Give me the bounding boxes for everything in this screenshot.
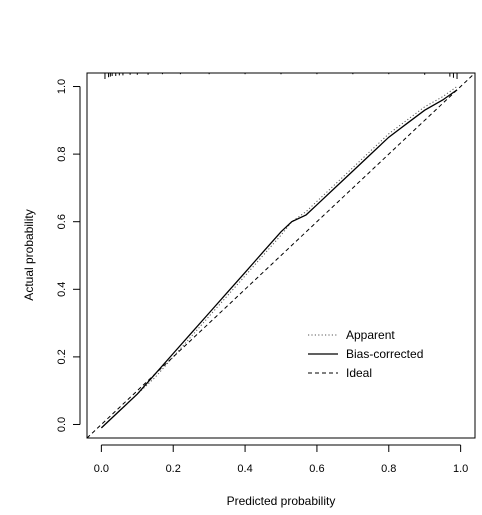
x-tick-label: 0.0 — [94, 463, 109, 475]
series-line-ideal — [86, 72, 476, 439]
series-line-bias-corrected — [100, 89, 458, 429]
y-tick-label: 0.4 — [56, 282, 68, 297]
y-tick-label: 0.2 — [56, 349, 68, 364]
y-tick-label: 0.0 — [56, 417, 68, 432]
series-lines — [86, 72, 476, 439]
x-axis-label: Predicted probability — [227, 494, 336, 508]
legend-label: Bias-corrected — [346, 347, 423, 361]
y-axis: 0.0 0.2 0.4 0.6 0.8 1.0 — [56, 79, 81, 432]
legend-label: Ideal — [346, 366, 372, 380]
x-tick-label: 0.2 — [166, 463, 181, 475]
x-tick-label: 0.8 — [381, 463, 396, 475]
x-axis: 0.0 0.2 0.4 0.6 0.8 1.0 — [94, 444, 468, 475]
y-tick-label: 0.6 — [56, 214, 68, 229]
x-tick-label: 1.0 — [453, 463, 468, 475]
x-tick-label: 0.4 — [237, 463, 252, 475]
y-axis-label: Actual probability — [22, 209, 36, 300]
y-tick-label: 0.8 — [56, 146, 68, 161]
rug-marks — [104, 73, 458, 79]
legend-label: Apparent — [346, 328, 395, 342]
legend: Apparent Bias-corrected Ideal — [308, 328, 423, 380]
x-tick-label: 0.6 — [309, 463, 324, 475]
series-line-apparent — [101, 86, 458, 429]
y-tick-label: 1.0 — [56, 79, 68, 94]
